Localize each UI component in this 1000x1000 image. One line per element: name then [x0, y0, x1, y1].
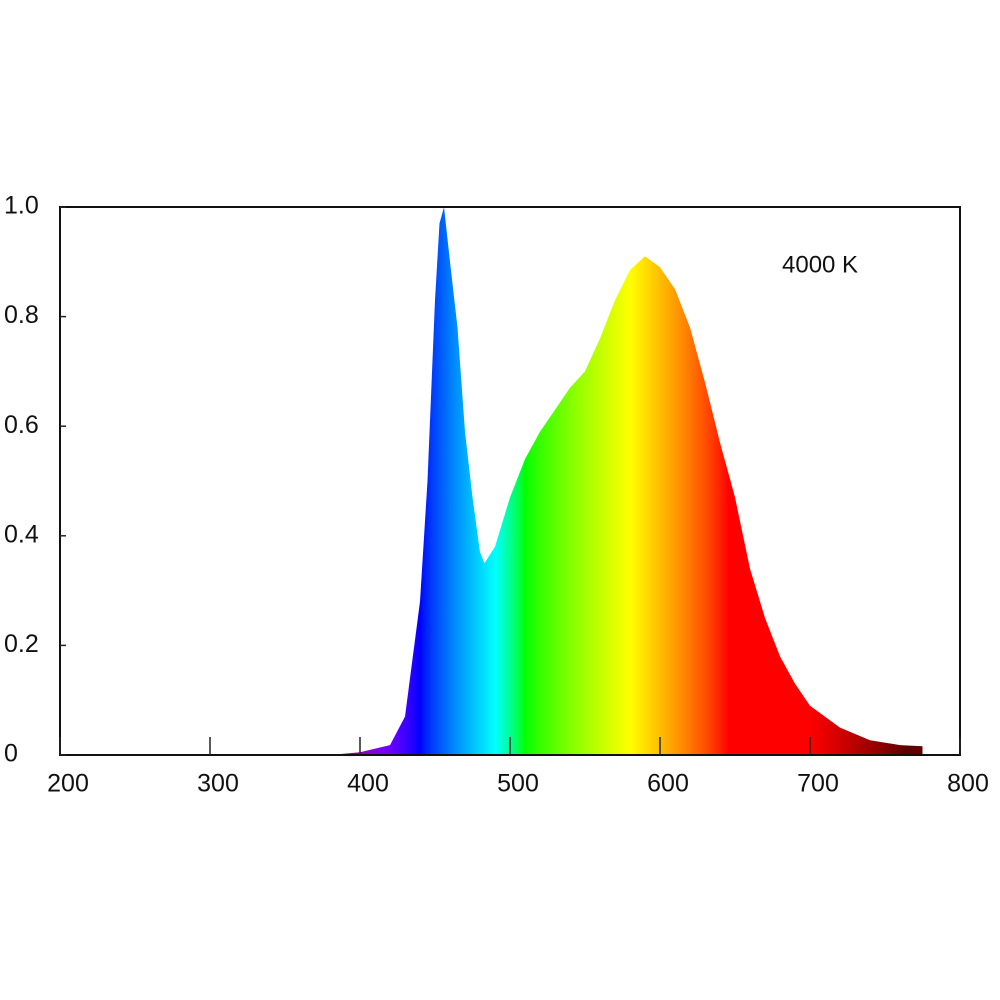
annotation: 4000 K	[782, 251, 858, 278]
y-tick-label: 1.0	[4, 192, 39, 220]
y-tick-label: 0.4	[4, 520, 39, 548]
x-tick-label: 800	[947, 770, 989, 798]
x-tick-label: 600	[647, 770, 689, 798]
x-tick-label: 500	[497, 770, 539, 798]
x-tick-label: 200	[47, 770, 89, 798]
spectrum-area	[330, 207, 923, 755]
x-tick-label: 400	[347, 770, 389, 798]
x-tick-label: 700	[797, 770, 839, 798]
y-tick-label: 0	[4, 740, 18, 768]
y-tick-label: 0.6	[4, 411, 39, 439]
y-tick-label: 0.2	[4, 630, 39, 658]
x-tick-label: 300	[197, 770, 239, 798]
y-tick-label: 0.8	[4, 301, 39, 329]
